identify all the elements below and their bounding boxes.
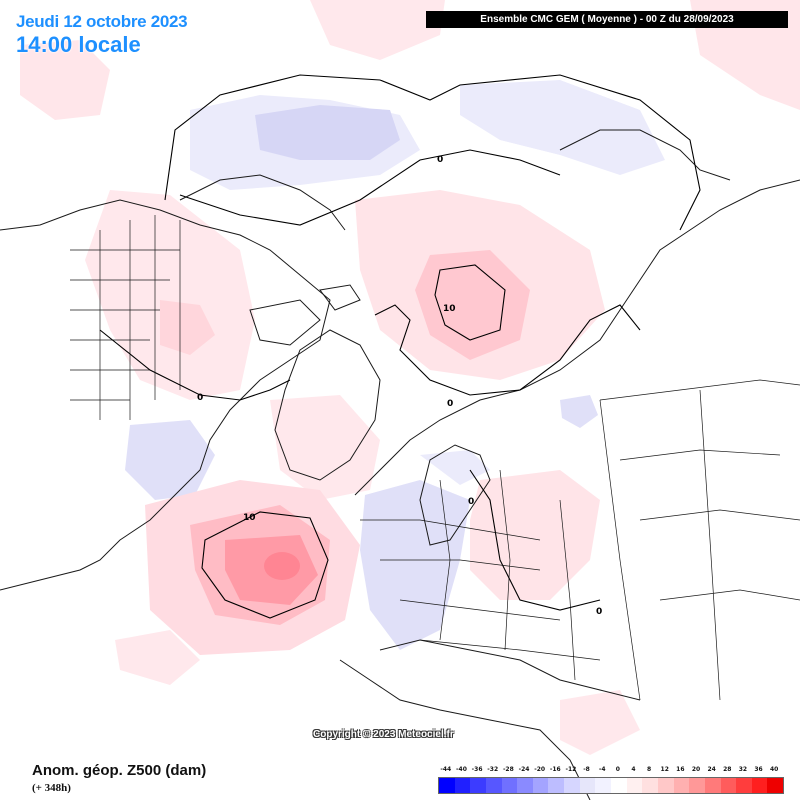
negative-anomaly-scandinavia [420,450,490,485]
color-scale-label: 8 [646,766,652,773]
color-scale-label: -8 [583,766,590,773]
contour-10-siberia [434,264,506,341]
color-scale-swatch [470,778,486,793]
color-scale-label: 4 [631,766,636,773]
color-scale-label: 24 [707,766,716,773]
color-scale-label: 16 [676,766,685,773]
positive-anomaly-na-west-core [160,300,215,355]
color-scale-swatch [595,778,612,793]
mediterranean-coast [379,639,641,701]
negative-anomaly-europe [360,480,470,650]
color-scale-swatch [626,778,643,793]
color-scale-swatch [454,778,471,793]
asia-borders [599,379,800,701]
africa-coast [339,659,591,800]
color-scale-labels: -44 -40 -36 -32 -28 -24 -20 -16 -12 -8 -4 0 4 8 12 16 20… [434,766,784,776]
color-scale-swatch [657,778,674,793]
eurasia-coast [354,179,800,496]
coastlines [0,129,800,800]
color-scale-label: -28 [502,766,514,773]
color-scale-label: -40 [456,766,467,773]
negative-anomaly-asia-small [560,395,598,428]
color-scale-label: -24 [518,766,530,773]
positive-anomaly-bottom-left [115,630,200,685]
color-scale-swatch [611,778,627,793]
forecast-time: 14:00 locale [16,32,141,57]
contour-label-group: 10 10 0 0 0 0 0 [197,155,602,617]
positive-anomaly-top [310,0,445,60]
color-scale-label: 12 [660,766,669,773]
contour-label: 0 [468,497,474,507]
positive-anomaly-russia [470,470,600,600]
color-scale-swatch [532,778,549,793]
contour-label: 0 [197,393,203,403]
contour-0-americas [99,329,291,401]
color-scale-swatch [485,778,502,793]
color-scale-swatch [736,778,752,793]
scandinavia-coast [419,444,491,546]
color-scale-swatch [704,778,721,793]
color-scale-label: -44 [440,766,452,773]
color-scale-swatch [548,778,565,793]
contour-label: 0 [447,399,453,409]
arctic-islands [249,284,361,346]
color-scale-swatch [767,778,784,793]
model-header: Ensemble CMC GEM ( Moyenne ) - 00 Z du 2… [426,11,788,28]
color-scale-label: 36 [754,766,763,773]
contour-0-pacific [164,74,701,231]
color-scale-label: -4 [598,766,606,773]
color-scale-swatch [720,778,737,793]
color-scale-label: 0 [615,766,620,773]
positive-anomaly-na-west [85,190,255,400]
copyright-notice: Copyright © 2023 Meteociel.fr [313,729,454,740]
color-scale-label: -12 [565,766,577,773]
contour-lines [99,74,701,619]
negative-anomaly-us [125,420,215,500]
contour-0-europe [469,469,601,611]
color-scale-bar [438,777,784,794]
anomaly-shading [20,0,800,755]
us-grid [70,215,181,420]
positive-anomaly-bottom-right [560,690,640,755]
color-scale-swatch [439,778,455,793]
color-scale-swatch [751,778,768,793]
color-scale-swatch [642,778,658,793]
kamchatka-coast [559,129,731,181]
contour-10-atlantic [201,511,329,619]
north-america-coast [0,199,331,591]
variable-label: Anom. géop. Z500 (dam) [32,762,207,779]
color-scale-label: 28 [723,766,732,773]
color-scale-label: -16 [549,766,561,773]
positive-anomaly-atlantic-max [264,552,300,580]
contour-label: 10 [243,513,256,523]
negative-anomaly-north-pacific-2 [460,80,665,175]
contour-label: 10 [443,304,456,314]
positive-anomaly-greenland [270,395,380,500]
europe-borders [360,469,601,681]
color-scale-swatch [564,778,580,793]
color-scale-swatch [579,778,596,793]
color-scale-swatch [501,778,518,793]
alaska-coast [179,174,346,231]
negative-anomaly-pacific-core [255,105,400,160]
color-scale-label: -20 [534,766,546,773]
contour-0-arctic [374,304,641,396]
lead-time: (+ 348h) [32,782,71,794]
color-scale-swatch [689,778,705,793]
positive-anomaly-siberia-core [415,250,530,360]
contour-0-pacific-inner [179,149,561,226]
color-scale-label: -32 [487,766,499,773]
color-scale-label: -36 [471,766,483,773]
color-scale-label: 40 [769,766,779,773]
color-scale-swatch [517,778,533,793]
color-scale-swatch [673,778,690,793]
positive-anomaly-top-left [20,40,110,120]
color-scale-label: 32 [738,766,748,773]
color-scale-label: 20 [691,766,701,773]
contour-label: 0 [596,607,602,617]
greenland-coast [274,329,381,481]
contour-label: 0 [437,155,443,165]
forecast-date: Jeudi 12 octobre 2023 [16,12,188,31]
